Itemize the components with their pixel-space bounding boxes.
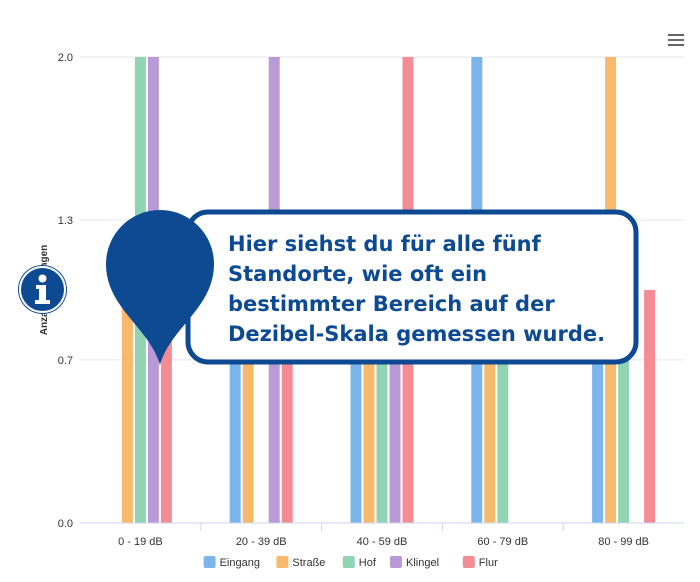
bar[interactable] bbox=[242, 290, 254, 523]
legend-label: Flur bbox=[479, 557, 498, 569]
legend-item[interactable]: Klingel bbox=[390, 556, 439, 569]
map-pin-icon bbox=[106, 210, 214, 365]
legend: Eingang Straße Hof Klingel Flur bbox=[203, 556, 498, 569]
bar[interactable] bbox=[121, 290, 133, 523]
legend-swatch bbox=[203, 556, 216, 568]
legend-swatch bbox=[462, 556, 475, 568]
bar[interactable] bbox=[160, 290, 172, 523]
bar[interactable] bbox=[376, 290, 388, 523]
callout-bubble bbox=[106, 209, 639, 365]
bar[interactable] bbox=[363, 290, 375, 523]
y-tick-label: 0.7 bbox=[58, 355, 73, 367]
legend-label: Eingang bbox=[220, 557, 260, 569]
legend-label: Straße bbox=[292, 557, 325, 569]
y-tick-label: 1.3 bbox=[58, 215, 73, 227]
bar[interactable] bbox=[497, 290, 509, 523]
bar[interactable] bbox=[229, 290, 241, 523]
x-tick-label: 20 - 39 dB bbox=[236, 536, 287, 548]
bar[interactable] bbox=[389, 290, 401, 523]
bar[interactable] bbox=[281, 290, 293, 523]
x-tick-label: 60 - 79 dB bbox=[477, 536, 528, 548]
legend-swatch bbox=[390, 556, 402, 568]
bar[interactable] bbox=[592, 290, 604, 523]
bar[interactable] bbox=[350, 290, 362, 523]
y-tick-label: 0.0 bbox=[58, 518, 73, 530]
bar[interactable] bbox=[484, 290, 496, 523]
legend-label: Klingel bbox=[406, 557, 439, 569]
legend-item[interactable]: Straße bbox=[276, 556, 325, 569]
legend-label: Hof bbox=[359, 557, 377, 569]
y-tick-label: 2.0 bbox=[58, 52, 73, 64]
callout-text: Hier siehst du für alle fünf Standorte, … bbox=[228, 232, 606, 346]
x-tick-label: 80 - 99 dB bbox=[598, 536, 649, 548]
y-axis: 0.0 0.7 1.3 2.0 bbox=[58, 52, 73, 530]
x-axis: 0 - 19 dB 20 - 39 dB 40 - 59 dB 60 - 79 dB 8… bbox=[80, 522, 684, 548]
x-tick-label: 40 - 59 dB bbox=[357, 536, 408, 548]
legend-item[interactable]: Hof bbox=[342, 556, 377, 569]
legend-swatch bbox=[342, 556, 355, 568]
bar[interactable] bbox=[618, 290, 630, 523]
info-icon[interactable] bbox=[19, 266, 66, 313]
legend-swatch bbox=[276, 556, 289, 568]
hamburger-menu-icon[interactable] bbox=[668, 34, 684, 46]
x-tick-label: 0 - 19 dB bbox=[118, 536, 163, 548]
bar[interactable] bbox=[644, 290, 656, 523]
legend-item[interactable]: Flur bbox=[462, 556, 498, 569]
legend-item[interactable]: Eingang bbox=[203, 556, 260, 569]
